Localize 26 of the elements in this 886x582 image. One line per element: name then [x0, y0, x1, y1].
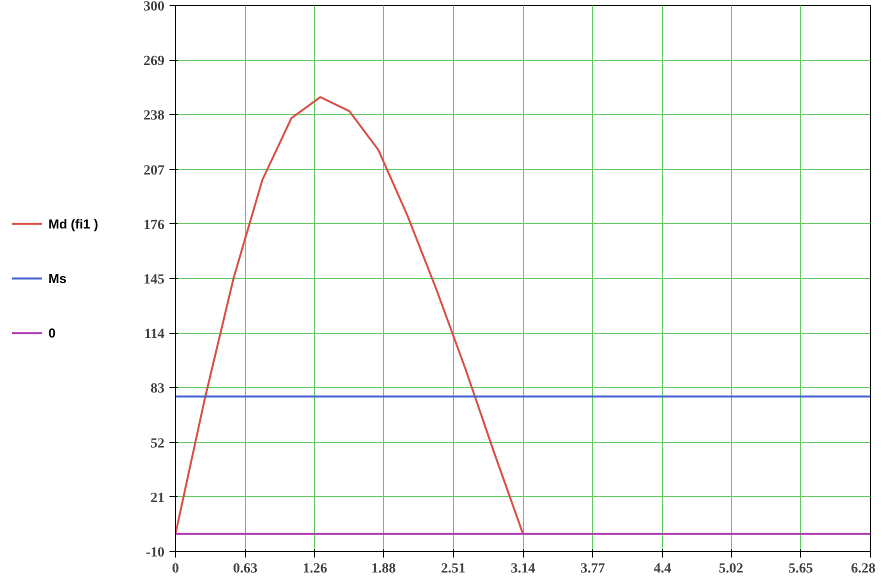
x-tick-label: 1.88: [371, 562, 396, 576]
y-tick-label: 52: [150, 436, 164, 452]
x-tick-label: 2.51: [441, 562, 466, 576]
line-series: [176, 96, 524, 535]
y-tick-label: 207: [144, 163, 164, 178]
x-tick-label: 4.4: [654, 562, 672, 576]
legend-label: Md (fi1 ): [48, 216, 98, 232]
x-tick-label: 3.77: [580, 562, 605, 576]
y-tick-label: 21: [150, 490, 164, 506]
x-tick-label: 0: [172, 562, 179, 576]
y-tick-label: 114: [144, 327, 165, 342]
x-tick-label: 0.63: [232, 562, 258, 576]
y-tick-label: -10: [146, 546, 165, 560]
x-tick-label: 3.14: [510, 562, 536, 576]
x-tick-label: 5.02: [718, 562, 744, 576]
x-tick-label: 5.65: [788, 562, 814, 576]
x-tick-label: 1.26: [302, 562, 328, 576]
legend-label: 0: [48, 326, 56, 341]
y-tick-label: 238: [144, 108, 164, 124]
y-tick-label: 145: [144, 272, 164, 288]
y-tick-label: 83: [150, 382, 164, 397]
y-tick-label: 300: [144, 0, 164, 14]
y-tick-label: 269: [144, 54, 164, 70]
legend-label: Ms: [48, 271, 66, 286]
x-tick-label: 6.28: [851, 562, 876, 576]
y-tick-label: 176: [144, 218, 164, 233]
